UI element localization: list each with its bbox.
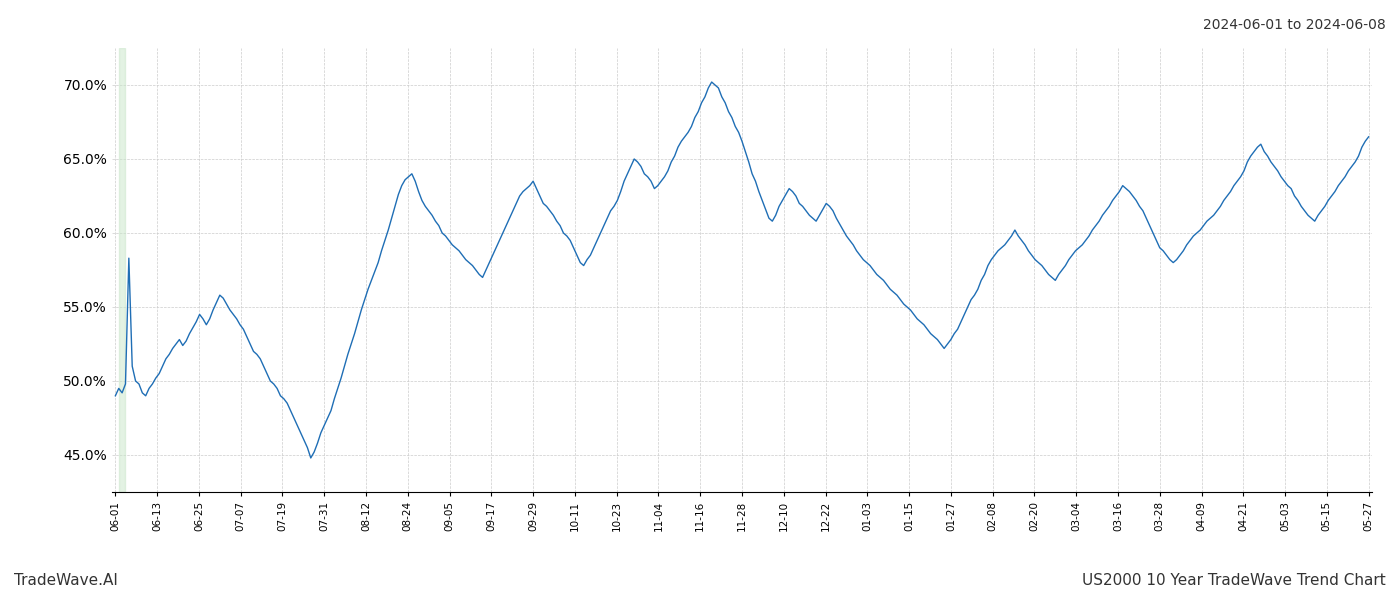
Text: TradeWave.AI: TradeWave.AI <box>14 573 118 588</box>
Bar <box>119 48 126 492</box>
Text: US2000 10 Year TradeWave Trend Chart: US2000 10 Year TradeWave Trend Chart <box>1082 573 1386 588</box>
Text: 2024-06-01 to 2024-06-08: 2024-06-01 to 2024-06-08 <box>1203 18 1386 32</box>
